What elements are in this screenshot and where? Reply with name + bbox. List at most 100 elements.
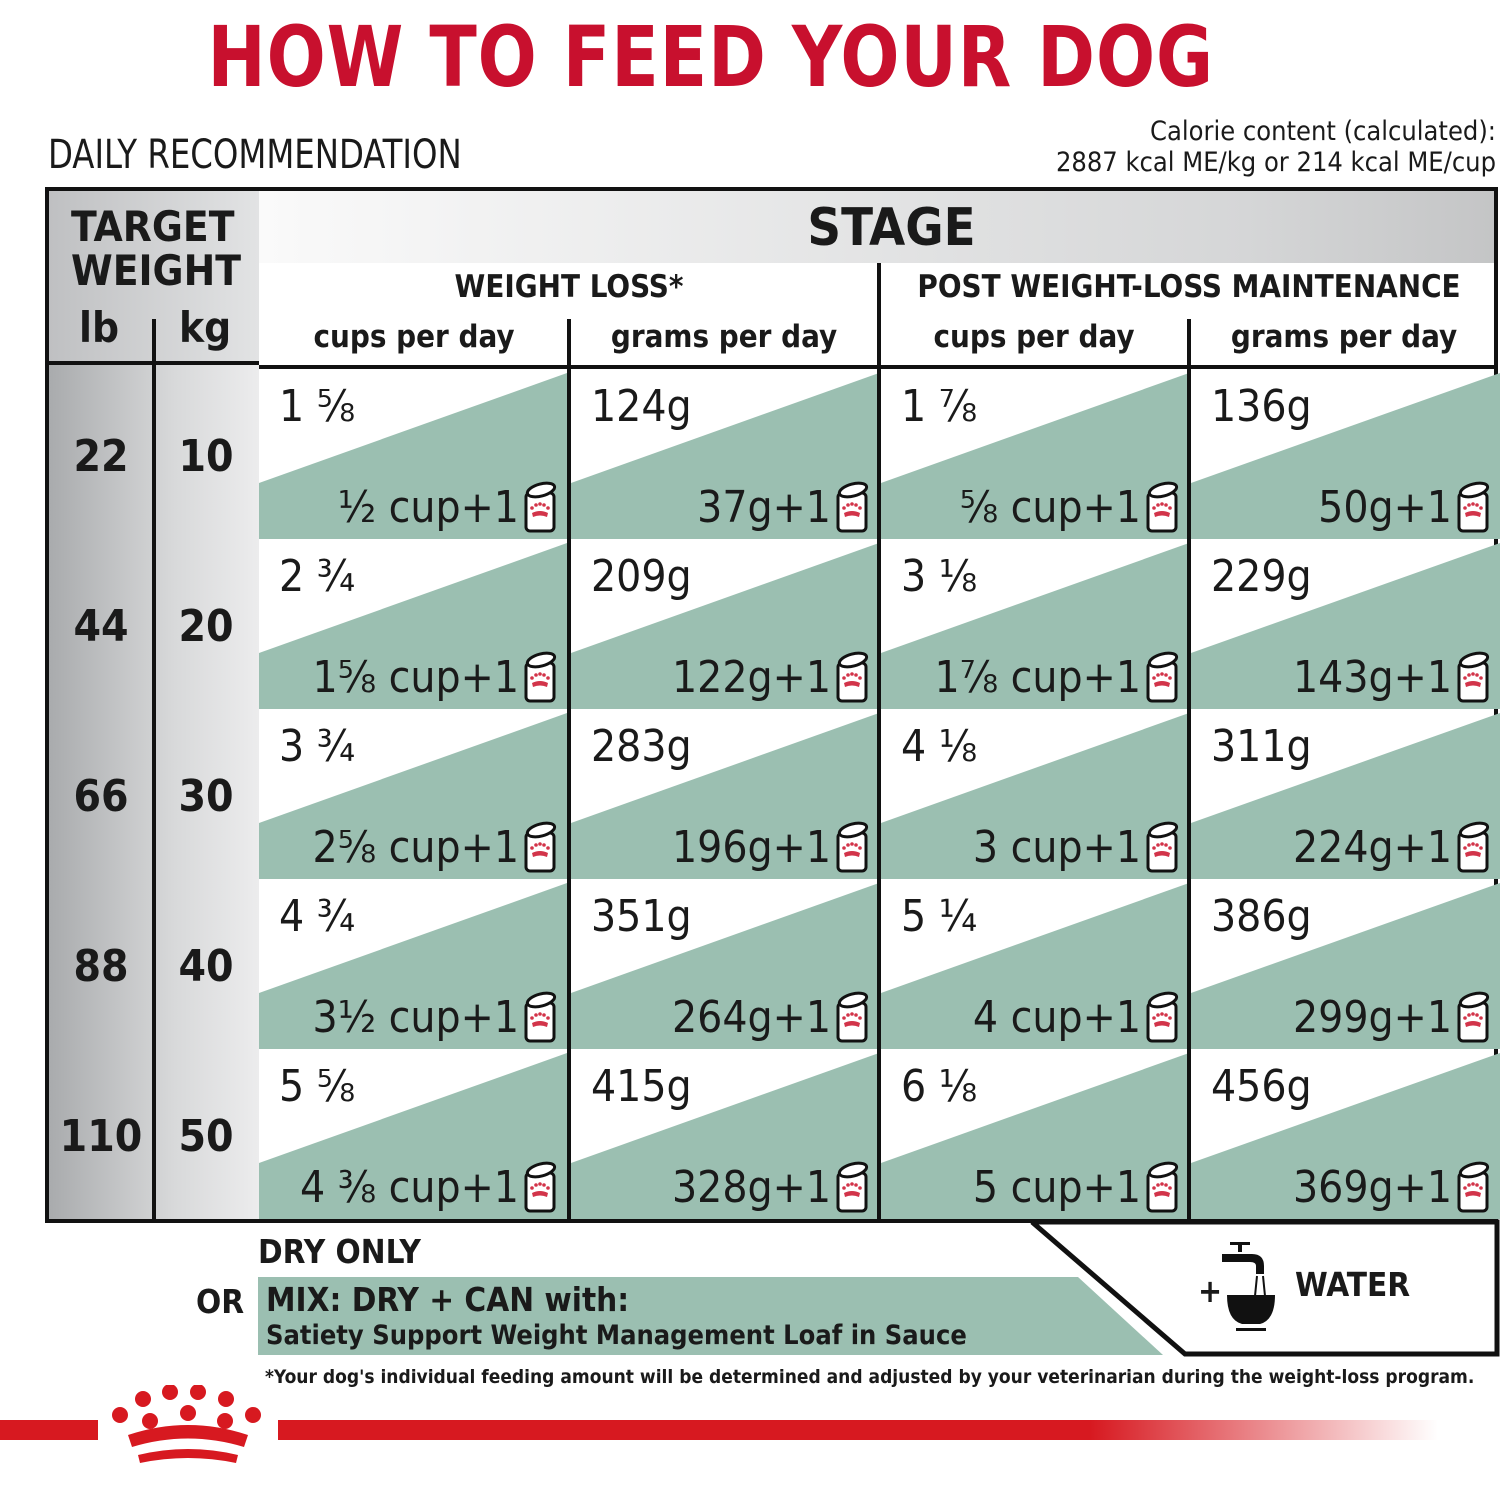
dry-only-amount: 1 ⅞ — [901, 381, 978, 432]
mix-area — [1191, 373, 1500, 539]
mix-amount-text: ½ cup+1 — [337, 481, 519, 533]
mix-area — [1191, 713, 1500, 879]
mix-area — [881, 543, 1189, 709]
divider — [1187, 319, 1191, 365]
mix-amount-text: 1⅞ cup+1 — [934, 651, 1141, 703]
can-icon — [524, 651, 557, 703]
can-icon — [1457, 651, 1490, 703]
mix-area — [259, 883, 567, 1049]
dry-only-amount: 4 ⅛ — [901, 721, 978, 772]
water-label: WATER — [1295, 1265, 1411, 1304]
can-icon — [1146, 821, 1179, 873]
weight-lb: 66 — [73, 771, 129, 822]
mix-area — [259, 373, 567, 539]
mix-amount: 1⅝ cup+1 — [313, 651, 557, 703]
feeding-cell: 6 ⅛ 5 cup+1 — [881, 1049, 1189, 1219]
divider — [259, 365, 1494, 369]
divider — [1187, 365, 1191, 1219]
feeding-cell: 283g 196g+1 — [571, 709, 879, 879]
dry-only-label: DRY ONLY — [258, 1232, 421, 1271]
feeding-cell: 3 ¾ 2⅝ cup+1 — [259, 709, 567, 879]
dry-only-amount: 311g — [1211, 721, 1312, 772]
mix-amount: 4 ⅜ cup+1 — [300, 1161, 557, 1213]
weight-kg: 50 — [178, 1111, 234, 1162]
divider — [877, 365, 881, 1219]
mix-amount-text: 4 ⅜ cup+1 — [299, 1161, 519, 1213]
mix-area — [1191, 1053, 1500, 1219]
subcolumn-header: cups per day — [933, 319, 1135, 355]
weight-lb: 44 — [73, 601, 129, 652]
can-icon — [524, 1161, 557, 1213]
mix-amount: 3½ cup+1 — [313, 991, 557, 1043]
target-weight-header: TARGET WEIGHT lb kg — [49, 191, 259, 365]
can-icon — [524, 991, 557, 1043]
mix-amount-text: 50g+1 — [1318, 481, 1452, 533]
can-icon — [1146, 1161, 1179, 1213]
mix-amount: 50g+1 — [1318, 481, 1490, 533]
feeding-cell: 456g 369g+1 — [1191, 1049, 1500, 1219]
brand-stripe — [278, 1420, 1438, 1440]
lb-label: lb — [79, 303, 119, 352]
page-title: HOW TO FEED YOUR DOG — [207, 8, 1214, 106]
mix-amount: 4 cup+1 — [973, 991, 1179, 1043]
mix-amount: 122g+1 — [672, 651, 869, 703]
mix-amount-text: 3 cup+1 — [972, 821, 1141, 873]
dry-only-amount: 1 ⅝ — [279, 381, 356, 432]
mix-area — [571, 543, 879, 709]
mix-amount-text: 143g+1 — [1292, 651, 1452, 703]
calorie-content: Calorie content (calculated): 2887 kcal … — [1056, 116, 1496, 178]
mix-area — [571, 1053, 879, 1219]
mix-amount-text: 2⅝ cup+1 — [312, 821, 519, 873]
dry-only-amount: 456g — [1211, 1061, 1312, 1112]
mix-line-1: MIX: DRY + CAN with: — [266, 1280, 630, 1319]
mix-amount: 328g+1 — [672, 1161, 869, 1213]
mix-amount-text: 299g+1 — [1292, 991, 1452, 1043]
can-icon — [836, 991, 869, 1043]
feeding-table: TARGET WEIGHT lb kg STAGE WEIGHT LOSS* PO… — [45, 187, 1500, 1223]
group-maintenance: POST WEIGHT-LOSS MAINTENANCE — [917, 269, 1461, 305]
can-icon — [1457, 1161, 1490, 1213]
mix-amount-text: ⅝ cup+1 — [959, 481, 1141, 533]
divider — [152, 365, 156, 1219]
kg-label: kg — [179, 303, 232, 352]
feeding-cell: 136g 50g+1 — [1191, 369, 1500, 539]
weight-kg: 30 — [178, 771, 234, 822]
mix-amount-text: 4 cup+1 — [972, 991, 1141, 1043]
can-icon — [524, 481, 557, 533]
feeding-cell: 124g 37g+1 — [571, 369, 879, 539]
group-weight-loss: WEIGHT LOSS* — [454, 269, 684, 305]
dry-only-amount: 136g — [1211, 381, 1312, 432]
can-icon — [836, 821, 869, 873]
dry-only-amount: 3 ¾ — [279, 721, 356, 772]
weight-lb: 88 — [73, 941, 129, 992]
dry-only-amount: 124g — [591, 381, 692, 432]
calorie-line-1: Calorie content (calculated): — [1150, 116, 1496, 147]
dry-only-amount: 415g — [591, 1061, 692, 1112]
mix-amount: 37g+1 — [697, 481, 869, 533]
footnote: *Your dog's individual feeding amount wi… — [265, 1366, 1475, 1388]
feeding-cell: 3 ⅛ 1⅞ cup+1 — [881, 539, 1189, 709]
mix-amount: 2⅝ cup+1 — [313, 821, 557, 873]
mix-area — [259, 543, 567, 709]
dry-only-amount: 229g — [1211, 551, 1312, 602]
dry-only-amount: 386g — [1211, 891, 1312, 942]
mix-amount: 369g+1 — [1293, 1161, 1490, 1213]
weight-kg: 40 — [178, 941, 234, 992]
weight-kg: 10 — [178, 431, 234, 482]
mix-amount-text: 369g+1 — [1292, 1161, 1452, 1213]
divider — [567, 365, 571, 1219]
dry-only-amount: 4 ¾ — [279, 891, 356, 942]
mix-amount: 5 cup+1 — [973, 1161, 1179, 1213]
feeding-cell: 1 ⅝ ½ cup+1 — [259, 369, 567, 539]
mix-amount-text: 328g+1 — [671, 1161, 831, 1213]
mix-amount-text: 37g+1 — [697, 481, 831, 533]
mix-area — [1191, 543, 1500, 709]
divider — [152, 319, 156, 361]
mix-area — [881, 883, 1189, 1049]
mix-area — [881, 1053, 1189, 1219]
mix-amount-text: 122g+1 — [671, 651, 831, 703]
weight-kg: 20 — [178, 601, 234, 652]
brand-stripe — [0, 1420, 98, 1440]
mix-line-2: Satiety Support Weight Management Loaf i… — [266, 1320, 967, 1351]
mix-amount-text: 5 cup+1 — [972, 1161, 1141, 1213]
